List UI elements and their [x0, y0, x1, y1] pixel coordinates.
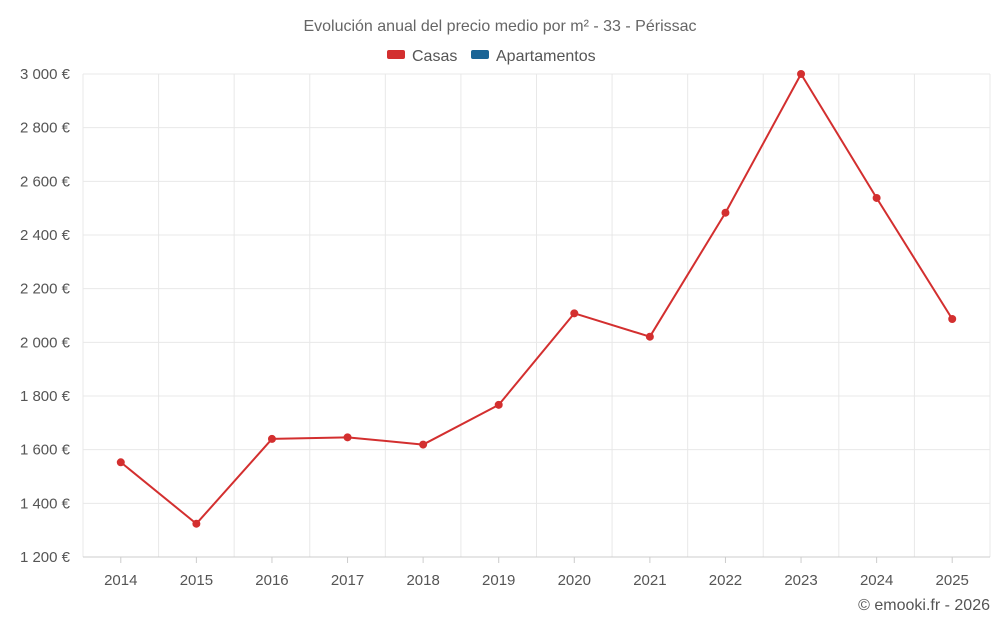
footer-credit: © emooki.fr - 2026	[858, 597, 990, 614]
x-tick-label: 2019	[482, 572, 515, 589]
legend-label-apartamentos: Apartamentos	[496, 48, 596, 65]
legend-item-apartamentos[interactable]: Apartamentos	[471, 48, 596, 65]
x-tick-label: 2014	[104, 572, 137, 589]
x-tick-label: 2015	[180, 572, 213, 589]
series-line-casas	[120, 73, 954, 525]
y-tick-label: 2 600 €	[20, 173, 71, 190]
data-point[interactable]	[419, 440, 428, 449]
series-casas	[116, 70, 957, 528]
data-point[interactable]	[872, 193, 881, 202]
legend-swatch-apartamentos	[471, 50, 489, 59]
x-tick-label: 2016	[255, 572, 288, 589]
y-tick-label: 3 000 €	[20, 66, 71, 83]
data-point[interactable]	[494, 400, 503, 409]
x-tick-label: 2025	[936, 572, 969, 589]
x-tick-label: 2024	[860, 572, 893, 589]
legend-item-casas[interactable]: Casas	[387, 48, 457, 65]
legend: Casas Apartamentos	[387, 48, 596, 65]
gridlines	[82, 73, 991, 557]
y-tick-label: 1 600 €	[20, 442, 71, 459]
x-axis-ticks: 2014 2015 2016 2017 2018 2019 2020 2021 2022 2023…	[104, 557, 969, 589]
data-point[interactable]	[267, 434, 276, 443]
data-point[interactable]	[645, 332, 654, 341]
data-point[interactable]	[570, 309, 579, 318]
data-point[interactable]	[797, 70, 806, 78]
legend-swatch-casas	[387, 50, 405, 59]
chart-title: Evolución anual del precio medio por m² …	[303, 18, 696, 35]
y-tick-label: 2 000 €	[20, 334, 71, 351]
data-point[interactable]	[948, 314, 957, 323]
y-tick-label: 2 800 €	[20, 120, 71, 137]
y-tick-label: 1 400 €	[20, 495, 71, 512]
data-point[interactable]	[116, 458, 125, 467]
x-tick-label: 2017	[331, 572, 364, 589]
y-tick-label: 2 200 €	[20, 281, 71, 298]
x-tick-label: 2018	[406, 572, 439, 589]
y-tick-label: 1 800 €	[20, 388, 71, 405]
data-point[interactable]	[721, 208, 730, 217]
y-axis-ticks: 3 000 € 2 800 € 2 600 € 2 400 € 2 200 € 2 000…	[20, 66, 71, 566]
data-point[interactable]	[343, 433, 352, 442]
y-tick-label: 2 400 €	[20, 227, 71, 244]
data-point[interactable]	[192, 519, 201, 528]
legend-label-casas: Casas	[412, 48, 457, 65]
x-tick-label: 2022	[709, 572, 742, 589]
x-tick-label: 2023	[784, 572, 817, 589]
x-tick-label: 2021	[633, 572, 666, 589]
x-tick-label: 2020	[558, 572, 591, 589]
y-tick-label: 1 200 €	[20, 549, 71, 566]
